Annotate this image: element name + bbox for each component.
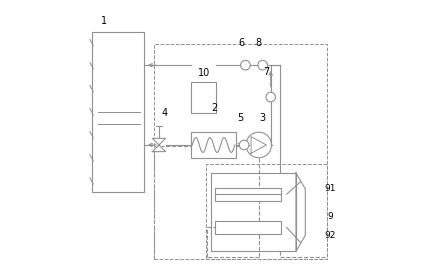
Text: 4: 4: [162, 108, 168, 118]
Bar: [215, 188, 281, 201]
Bar: [211, 173, 296, 251]
Text: 2: 2: [211, 103, 217, 113]
Bar: [93, 32, 144, 192]
Text: 9: 9: [328, 212, 334, 221]
Bar: [154, 44, 326, 259]
Bar: [215, 221, 281, 234]
Text: 91: 91: [325, 184, 336, 193]
Polygon shape: [152, 138, 166, 145]
Text: 5: 5: [237, 113, 243, 123]
Text: 92: 92: [325, 231, 336, 240]
Circle shape: [241, 60, 250, 70]
Text: 1: 1: [101, 16, 108, 26]
Text: 6: 6: [238, 38, 245, 48]
Text: 3: 3: [260, 113, 266, 123]
Bar: [206, 164, 326, 259]
Bar: [191, 132, 236, 158]
Circle shape: [266, 92, 276, 102]
Text: 10: 10: [198, 68, 210, 78]
Text: 7: 7: [263, 67, 269, 77]
Bar: [191, 82, 216, 113]
Text: 8: 8: [255, 38, 261, 48]
Polygon shape: [152, 145, 166, 152]
Circle shape: [258, 60, 268, 70]
Circle shape: [246, 132, 272, 158]
Circle shape: [239, 140, 249, 150]
